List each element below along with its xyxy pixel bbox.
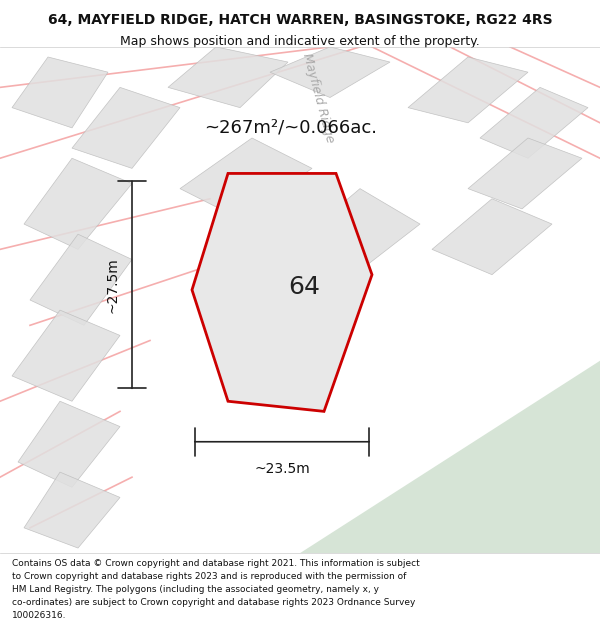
- Polygon shape: [288, 189, 420, 280]
- Text: to Crown copyright and database rights 2023 and is reproduced with the permissio: to Crown copyright and database rights 2…: [12, 572, 406, 581]
- Text: Mayfield Ridge: Mayfield Ridge: [300, 51, 336, 144]
- Polygon shape: [300, 361, 600, 553]
- Polygon shape: [180, 138, 312, 219]
- Polygon shape: [408, 57, 528, 122]
- Text: HM Land Registry. The polygons (including the associated geometry, namely x, y: HM Land Registry. The polygons (includin…: [12, 585, 379, 594]
- Text: ~23.5m: ~23.5m: [254, 462, 310, 476]
- Polygon shape: [18, 401, 120, 488]
- Polygon shape: [192, 173, 372, 411]
- Polygon shape: [270, 47, 390, 98]
- Polygon shape: [480, 88, 588, 158]
- Polygon shape: [24, 472, 120, 548]
- Polygon shape: [468, 138, 582, 209]
- Polygon shape: [72, 88, 180, 168]
- Polygon shape: [30, 234, 132, 325]
- Text: 64: 64: [288, 276, 320, 299]
- Polygon shape: [432, 199, 552, 275]
- Text: ~27.5m: ~27.5m: [106, 257, 120, 312]
- Text: Map shows position and indicative extent of the property.: Map shows position and indicative extent…: [120, 35, 480, 48]
- Polygon shape: [12, 57, 108, 128]
- Text: ~267m²/~0.066ac.: ~267m²/~0.066ac.: [204, 119, 377, 137]
- Text: Contains OS data © Crown copyright and database right 2021. This information is : Contains OS data © Crown copyright and d…: [12, 559, 420, 568]
- Text: 64, MAYFIELD RIDGE, HATCH WARREN, BASINGSTOKE, RG22 4RS: 64, MAYFIELD RIDGE, HATCH WARREN, BASING…: [47, 13, 553, 27]
- Polygon shape: [12, 310, 120, 401]
- Text: 100026316.: 100026316.: [12, 611, 67, 619]
- Polygon shape: [168, 47, 288, 108]
- Text: co-ordinates) are subject to Crown copyright and database rights 2023 Ordnance S: co-ordinates) are subject to Crown copyr…: [12, 598, 415, 607]
- Polygon shape: [24, 158, 132, 249]
